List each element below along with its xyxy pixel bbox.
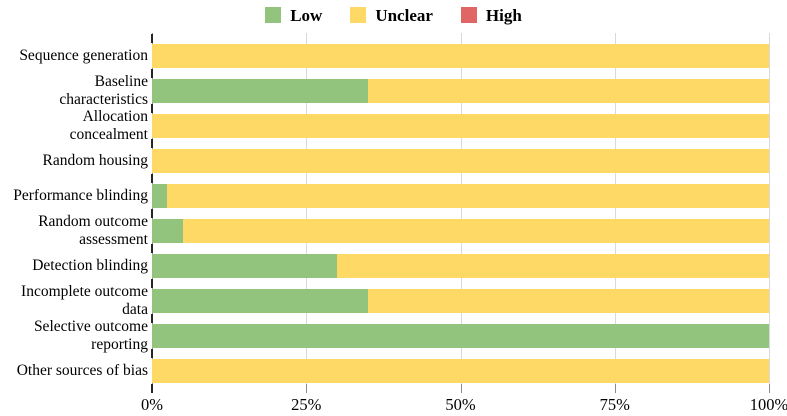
x-tick-label: 100% bbox=[749, 395, 787, 414]
y-axis-tick bbox=[151, 243, 153, 253]
bar-segment-low bbox=[152, 218, 183, 243]
bar-segment-low bbox=[152, 78, 368, 103]
bar-segment-unclear bbox=[167, 183, 769, 208]
x-axis-tick bbox=[769, 384, 770, 393]
bar-segment-unclear bbox=[367, 288, 769, 313]
gridline-100% bbox=[769, 33, 770, 384]
bar-segment-unclear bbox=[152, 358, 769, 383]
bar-segment-unclear bbox=[337, 253, 769, 278]
x-axis-tick bbox=[460, 384, 462, 393]
gridline-75% bbox=[614, 33, 616, 384]
bar-segment-low bbox=[152, 323, 769, 348]
low-color-swatch-icon bbox=[265, 7, 282, 23]
category-label: Random outcome assessment bbox=[38, 212, 148, 248]
category-label: Sequence generation bbox=[19, 46, 148, 64]
x-tick-label: 50% bbox=[445, 395, 476, 414]
bar-row bbox=[152, 43, 769, 68]
bar-row bbox=[152, 113, 769, 138]
bar-row bbox=[152, 183, 769, 208]
category-label: Detection blinding bbox=[32, 256, 148, 274]
legend-label: Low bbox=[290, 6, 323, 25]
category-label: Incomplete outcome data bbox=[21, 282, 148, 318]
category-label: Allocation concealment bbox=[69, 107, 148, 143]
bar-segment-unclear bbox=[152, 113, 769, 138]
bar-row bbox=[152, 253, 769, 278]
y-axis-tick bbox=[151, 278, 153, 288]
bar-segment-low bbox=[152, 183, 168, 208]
category-label: Baseline characteristics bbox=[59, 72, 148, 108]
legend-item-low: Low bbox=[265, 6, 322, 24]
bar-row bbox=[152, 288, 769, 313]
bar-row bbox=[152, 78, 769, 103]
x-axis-tick bbox=[306, 384, 308, 393]
bar-row bbox=[152, 358, 769, 383]
x-tick-label: 0% bbox=[141, 395, 163, 414]
bar-segment-unclear bbox=[152, 148, 769, 173]
category-label: Performance blinding bbox=[13, 186, 148, 204]
y-axis-tick bbox=[151, 33, 153, 43]
chart-legend: Low Unclear High bbox=[0, 3, 787, 27]
y-axis-tick bbox=[151, 173, 153, 183]
bar-row bbox=[152, 218, 769, 243]
y-axis-tick bbox=[151, 313, 153, 323]
bar-segment-low bbox=[152, 288, 368, 313]
legend-label: Unclear bbox=[375, 6, 433, 25]
y-axis-tick bbox=[151, 348, 153, 358]
high-color-swatch-icon bbox=[460, 7, 477, 23]
y-axis-tick bbox=[151, 383, 153, 393]
x-axis-tick bbox=[614, 384, 616, 393]
x-tick-label: 75% bbox=[599, 395, 630, 414]
x-tick-label: 25% bbox=[291, 395, 322, 414]
bar-segment-unclear bbox=[152, 43, 769, 68]
y-axis-tick bbox=[151, 138, 153, 148]
y-axis-tick bbox=[151, 103, 153, 113]
gridline-50% bbox=[460, 33, 462, 384]
category-label: Selective outcome reporting bbox=[33, 317, 148, 353]
legend-label: High bbox=[485, 6, 522, 25]
legend-item-high: High bbox=[460, 6, 522, 25]
legend-item-unclear: Unclear bbox=[350, 6, 433, 24]
plot-area bbox=[151, 33, 770, 393]
bar-segment-unclear bbox=[182, 218, 769, 243]
bar-row bbox=[152, 323, 769, 348]
category-label: Random housing bbox=[42, 151, 149, 169]
category-label: Other sources of bias bbox=[16, 361, 148, 379]
y-axis-tick bbox=[151, 68, 153, 78]
bar-segment-unclear bbox=[367, 78, 769, 103]
bar-row bbox=[152, 148, 769, 173]
y-axis-tick bbox=[151, 208, 153, 218]
unclear-color-swatch-icon bbox=[350, 7, 367, 23]
gridline-25% bbox=[306, 33, 308, 384]
bar-segment-low bbox=[152, 253, 338, 278]
